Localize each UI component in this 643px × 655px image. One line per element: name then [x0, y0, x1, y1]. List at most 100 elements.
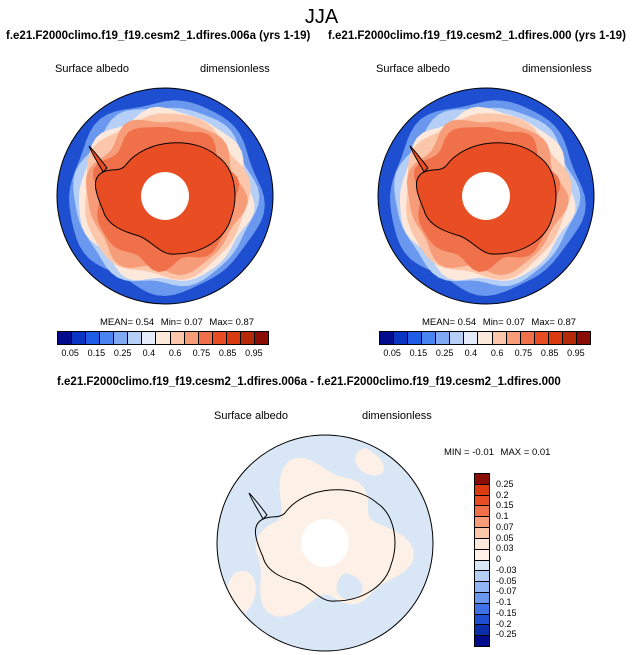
- left-min-label: Min=: [160, 317, 182, 328]
- diff-min-label: MIN =: [444, 447, 470, 458]
- colorbar-swatch: [254, 332, 268, 344]
- colorbar-swatch: [100, 332, 115, 344]
- colorbar-tick-label: 0.4: [142, 348, 156, 358]
- colorbar-tick-label: 0.25: [435, 348, 454, 358]
- colorbar-swatch: [475, 625, 489, 637]
- right-max-label: Max=: [531, 317, 555, 328]
- colorbar-tick-label: -0.03: [496, 564, 517, 575]
- colorbar-swatch: [58, 332, 73, 344]
- colorbar-swatch: [240, 332, 255, 344]
- colorbar-tick-label: 0: [496, 554, 502, 564]
- colorbar-tick-label: -0.15: [496, 607, 517, 618]
- colorbar-swatch: [492, 332, 507, 344]
- right-min-label: Min=: [482, 317, 504, 328]
- colorbar-tick-label: -0.07: [496, 586, 517, 597]
- colorbar-tick-label: 0.6: [490, 348, 504, 358]
- colorbar-swatch: [520, 332, 535, 344]
- map-border: [56, 87, 274, 305]
- antarctic-peninsula: [88, 145, 108, 173]
- left-panel-title: f.e21.F2000climo.f19_f19.cesm2_1.dfires.…: [6, 30, 311, 42]
- colorbar-swatch: [475, 484, 489, 496]
- colorbar-tick-label: -0.05: [496, 575, 517, 586]
- colorbar-tick-label: 0.95: [245, 348, 263, 358]
- left-max-value: 0.87: [235, 317, 255, 328]
- colorbar-swatch: [475, 538, 489, 550]
- polar-missing-data: [141, 172, 189, 220]
- colorbar-swatch: [475, 517, 489, 529]
- right-stats: MEAN= 0.54 Min= 0.07 Max= 0.87: [422, 317, 576, 328]
- colorbar-swatch: [475, 549, 489, 561]
- colorbar-swatch: [562, 332, 577, 344]
- colorbar-swatch: [394, 332, 409, 344]
- colorbar-tick-label: -0.2: [496, 618, 512, 629]
- colorbar-swatch: [184, 332, 199, 344]
- polar-missing-data: [462, 172, 510, 220]
- colorbar-swatch: [142, 332, 157, 344]
- colorbar-swatch: [156, 332, 171, 344]
- colorbar-swatch: [86, 332, 101, 344]
- negative-difference-area: [336, 573, 363, 600]
- colorbar-swatch: [170, 332, 185, 344]
- right-variable-label: Surface albedo: [376, 63, 450, 75]
- colorbar-swatch: [422, 332, 437, 344]
- diff-stats: MIN = -0.01 MAX = 0.01: [444, 447, 550, 458]
- colorbar-swatch: [226, 332, 241, 344]
- colorbar-swatch: [475, 636, 489, 646]
- colorbar-swatch: [475, 528, 489, 539]
- colorbar-swatch: [450, 332, 465, 344]
- colorbar-tick-label: 0.05: [61, 348, 79, 358]
- diff-variable-label: Surface albedo: [214, 410, 288, 422]
- colorbar-swatch: [475, 603, 489, 615]
- right-panel-title: f.e21.F2000climo.f19_f19.cesm2_1.dfires.…: [328, 30, 626, 42]
- diff-colorbar-ticks: 0.25 0.2 0.15 0.1 0.07 0.05 0.03 0 -0.03 -0.05 -0.…: [496, 473, 536, 645]
- colorbar-swatch: [475, 592, 489, 604]
- colorbar-swatch: [475, 582, 489, 593]
- diff-min-value: -0.01: [472, 447, 494, 458]
- colorbar-swatch: [475, 495, 489, 507]
- left-max-label: Max=: [209, 317, 233, 328]
- colorbar-swatch: [198, 332, 213, 344]
- colorbar-tick-label: 0.25: [496, 478, 514, 489]
- positive-difference-area: [355, 448, 384, 476]
- map-border: [216, 434, 434, 652]
- antarctic-peninsula: [409, 145, 429, 173]
- colorbar-swatch: [72, 332, 87, 344]
- colorbar-swatch: [436, 332, 451, 344]
- left-units-label: dimensionless: [200, 63, 270, 75]
- colorbar-tick-label: 0.15: [87, 348, 106, 358]
- right-max-value: 0.87: [557, 317, 577, 328]
- colorbar-swatch: [475, 506, 489, 518]
- colorbar-tick-label: 0.1: [496, 511, 509, 521]
- colorbar-swatch: [506, 332, 521, 344]
- colorbar-swatch: [478, 332, 493, 344]
- colorbar-swatch: [548, 332, 563, 344]
- colorbar-tick-label: 0.25: [113, 348, 132, 358]
- colorbar-swatch: [464, 332, 479, 344]
- diff-max-value: 0.01: [531, 447, 551, 458]
- colorbar-tick-label: 0.85: [218, 348, 237, 358]
- left-colorbar-ticks: 0.05 0.15 0.25 0.4 0.6 0.75 0.85 0.95: [57, 348, 267, 360]
- diff-polar-map: [216, 434, 434, 652]
- colorbar-tick-label: -0.1: [496, 597, 512, 607]
- diff-max-label: MAX =: [500, 447, 530, 458]
- left-mean-value: 0.54: [135, 317, 155, 328]
- antarctica-coastline: [255, 489, 396, 602]
- colorbar-swatch: [212, 332, 227, 344]
- right-polar-map: [377, 87, 595, 305]
- right-colorbar-ticks: 0.05 0.15 0.25 0.4 0.6 0.75 0.85 0.95: [379, 348, 589, 360]
- colorbar-swatch: [408, 332, 423, 344]
- diff-units-label: dimensionless: [362, 410, 432, 422]
- right-mean-value: 0.54: [457, 317, 477, 328]
- left-variable-label: Surface albedo: [55, 63, 129, 75]
- polar-missing-data: [301, 519, 349, 567]
- colorbar-swatch: [475, 474, 489, 485]
- colorbar-tick-label: 0.75: [192, 348, 211, 358]
- diff-panel-title: f.e21.F2000climo.f19_f19.cesm2_1.dfires.…: [57, 376, 561, 388]
- colorbar-swatch: [475, 560, 489, 572]
- colorbar-swatch: [380, 332, 395, 344]
- colorbar-tick-label: 0.03: [496, 543, 514, 554]
- colorbar-tick-label: 0.15: [409, 348, 428, 358]
- colorbar-swatch: [475, 571, 489, 583]
- map-border: [377, 87, 595, 305]
- colorbar-tick-label: 0.2: [496, 489, 509, 500]
